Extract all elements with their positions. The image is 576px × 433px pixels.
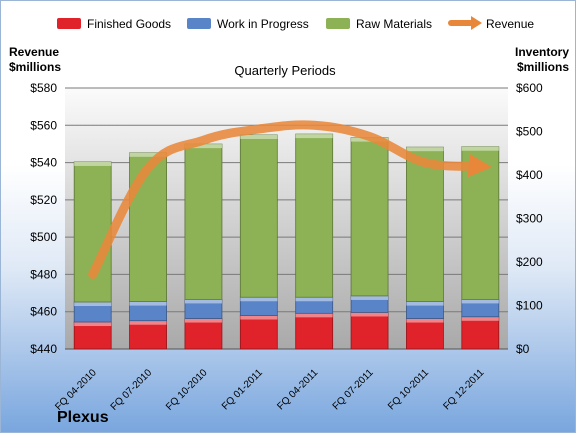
bar-raw-materials bbox=[129, 152, 167, 302]
bar-finished-goods bbox=[184, 318, 223, 350]
x-tick-label: FQ 01-2011 bbox=[220, 367, 265, 412]
left-tick-label: $580 bbox=[30, 81, 57, 95]
bar-cap-finished-goods bbox=[295, 313, 333, 318]
bar-cap-finished-goods bbox=[74, 322, 112, 327]
x-tick-label: FQ 10-2010 bbox=[164, 367, 210, 413]
right-axis-label-line-1: Inventory bbox=[515, 45, 569, 59]
bar-cap-finished-goods bbox=[406, 318, 444, 323]
legend-label-finished-goods: Finished Goods bbox=[87, 17, 171, 31]
bar-finished-goods bbox=[406, 318, 444, 350]
x-tick-label: FQ 10-2011 bbox=[386, 367, 431, 412]
left-tick-label: $440 bbox=[30, 342, 57, 356]
bar-finished-goods bbox=[295, 312, 334, 350]
bar-cap-work-in-progress bbox=[295, 297, 333, 302]
bar-finished-goods bbox=[350, 312, 389, 350]
legend-label-work-in-progress: Work in Progress bbox=[217, 17, 309, 31]
right-tick-label: $400 bbox=[516, 168, 543, 182]
left-tick-label: $460 bbox=[30, 305, 57, 319]
bar-raw-materials bbox=[184, 143, 223, 300]
bar-raw-materials bbox=[350, 137, 389, 297]
bar-cap-work-in-progress bbox=[240, 297, 278, 302]
bar-finished-goods bbox=[461, 316, 500, 350]
bar-cap-raw-materials bbox=[129, 152, 167, 157]
left-tick-label: $480 bbox=[30, 267, 57, 281]
right-tick-label: $0 bbox=[516, 342, 530, 356]
bar-cap-finished-goods bbox=[461, 316, 499, 321]
right-tick-label: $600 bbox=[516, 81, 543, 95]
bar-raw-materials bbox=[73, 161, 112, 303]
bar-raw-materials bbox=[239, 134, 278, 298]
legend-swatch-finished-goods bbox=[57, 18, 81, 29]
x-tick-label: FQ 07-2011 bbox=[331, 367, 376, 412]
bar-cap-raw-materials bbox=[184, 144, 222, 149]
bar-cap-raw-materials bbox=[461, 146, 499, 151]
bar-finished-goods bbox=[239, 315, 278, 350]
right-axis-label-line-2: $millions bbox=[517, 60, 569, 74]
legend-swatch-work-in-progress bbox=[187, 18, 211, 29]
revenue-line bbox=[88, 120, 492, 279]
revenue-series-line bbox=[88, 120, 492, 279]
left-axis-label-line-1: Revenue bbox=[9, 45, 59, 59]
legend-swatch-raw-materials bbox=[326, 18, 350, 29]
bar-cap-work-in-progress bbox=[351, 295, 389, 300]
bar-raw-materials bbox=[295, 133, 334, 298]
x-tick-label: FQ 04-2010 bbox=[53, 367, 99, 413]
bar-cap-finished-goods bbox=[184, 318, 222, 323]
bar-cap-finished-goods bbox=[351, 312, 389, 317]
legend: Finished Goods Work in Progress Raw Mate… bbox=[57, 16, 534, 31]
legend-label-revenue: Revenue bbox=[486, 17, 534, 31]
bar-cap-work-in-progress bbox=[406, 301, 444, 306]
bar-finished-goods bbox=[129, 320, 167, 350]
bar-cap-work-in-progress bbox=[74, 302, 112, 307]
bar-cap-raw-materials bbox=[240, 134, 278, 139]
right-tick-label: $500 bbox=[516, 125, 543, 139]
legend-label-raw-materials: Raw Materials bbox=[356, 17, 432, 31]
x-tick-label: FQ 07-2010 bbox=[109, 367, 155, 413]
bar-cap-work-in-progress bbox=[184, 299, 222, 304]
bar-cap-raw-materials bbox=[295, 134, 333, 139]
brand-title: Plexus bbox=[57, 409, 109, 426]
bar-cap-raw-materials bbox=[406, 147, 444, 152]
bar-cap-finished-goods bbox=[240, 315, 278, 320]
left-tick-label: $560 bbox=[30, 118, 57, 132]
chart-title: Quarterly Periods bbox=[234, 63, 336, 78]
right-tick-label: $200 bbox=[516, 255, 543, 269]
left-tick-label: $500 bbox=[30, 230, 57, 244]
left-tick-label: $520 bbox=[30, 193, 57, 207]
right-tick-label: $100 bbox=[516, 299, 543, 313]
legend-arrow-revenue bbox=[471, 16, 482, 30]
left-tick-label: $540 bbox=[30, 156, 57, 170]
left-axis-label-line-2: $millions bbox=[9, 60, 61, 74]
bar-cap-work-in-progress bbox=[129, 301, 167, 306]
bar-raw-materials bbox=[406, 146, 444, 302]
bar-finished-goods bbox=[73, 321, 112, 350]
x-tick-label: FQ 12-2011 bbox=[441, 367, 486, 412]
bar-cap-raw-materials bbox=[74, 161, 112, 166]
x-tick-label: FQ 04-2011 bbox=[275, 367, 320, 412]
bar-cap-work-in-progress bbox=[461, 299, 499, 304]
right-tick-label: $300 bbox=[516, 212, 543, 226]
bar-cap-finished-goods bbox=[129, 320, 167, 325]
